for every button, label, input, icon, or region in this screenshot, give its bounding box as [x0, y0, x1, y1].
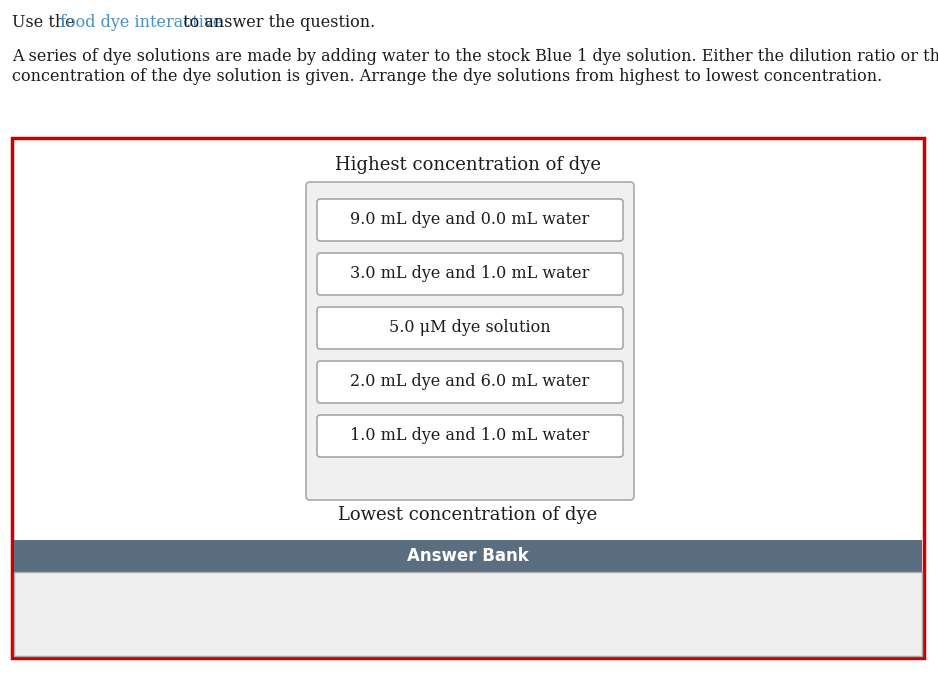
FancyBboxPatch shape	[317, 199, 623, 241]
Text: 1.0 mL dye and 1.0 mL water: 1.0 mL dye and 1.0 mL water	[350, 428, 590, 445]
FancyBboxPatch shape	[317, 253, 623, 295]
FancyBboxPatch shape	[306, 182, 634, 500]
FancyBboxPatch shape	[12, 138, 924, 658]
Text: concentration of the dye solution is given. Arrange the dye solutions from highe: concentration of the dye solution is giv…	[12, 68, 883, 85]
Text: Lowest concentration of dye: Lowest concentration of dye	[339, 506, 598, 524]
Text: Use the: Use the	[12, 14, 80, 31]
Text: A series of dye solutions are made by adding water to the stock Blue 1 dye solut: A series of dye solutions are made by ad…	[12, 48, 938, 65]
Text: to answer the question.: to answer the question.	[178, 14, 375, 31]
Text: 2.0 mL dye and 6.0 mL water: 2.0 mL dye and 6.0 mL water	[351, 373, 590, 390]
Text: 5.0 μM dye solution: 5.0 μM dye solution	[389, 320, 551, 337]
Text: Answer Bank: Answer Bank	[407, 547, 529, 565]
FancyBboxPatch shape	[14, 540, 922, 572]
Text: 3.0 mL dye and 1.0 mL water: 3.0 mL dye and 1.0 mL water	[350, 265, 590, 282]
FancyBboxPatch shape	[317, 361, 623, 403]
Text: 9.0 mL dye and 0.0 mL water: 9.0 mL dye and 0.0 mL water	[351, 211, 590, 228]
Text: food dye interactive: food dye interactive	[60, 14, 222, 31]
Text: Highest concentration of dye: Highest concentration of dye	[335, 156, 601, 174]
FancyBboxPatch shape	[317, 307, 623, 349]
FancyBboxPatch shape	[317, 415, 623, 457]
FancyBboxPatch shape	[14, 572, 922, 656]
